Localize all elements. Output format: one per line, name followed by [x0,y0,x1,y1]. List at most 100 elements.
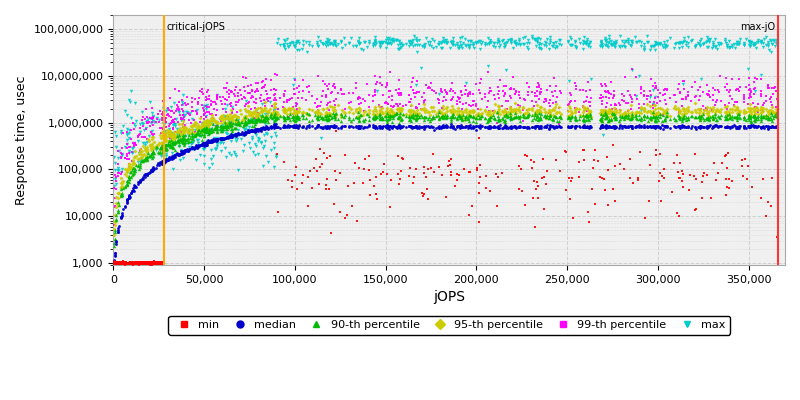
Point [206,111,218,117]
Point [627,180,640,186]
Point [656,44,669,50]
Point [409,94,422,101]
Point [154,108,166,114]
Point [634,85,647,92]
Point [156,140,169,147]
Point [129,140,142,146]
Point [482,116,494,122]
Point [600,125,613,131]
Point [602,108,615,114]
Point [610,114,622,120]
Point [393,113,406,119]
Point [614,123,626,130]
Point [554,124,567,130]
Point [622,108,634,114]
Point [125,190,138,196]
Point [405,39,418,46]
Point [646,108,659,115]
Point [254,125,267,132]
Point [137,259,150,266]
Point [583,123,596,130]
Point [695,113,708,120]
Point [538,112,551,119]
Point [577,113,590,120]
Point [482,109,494,115]
Point [748,108,761,114]
Point [124,99,137,105]
Point [638,105,650,112]
Point [585,75,598,82]
Point [710,117,722,123]
Point [694,108,706,114]
Point [186,94,198,101]
Point [458,36,471,42]
Point [651,86,664,93]
Point [147,114,160,120]
Point [113,260,126,266]
Point [566,175,579,182]
Point [526,105,538,112]
Point [354,95,366,102]
Point [210,112,222,118]
Point [630,110,642,116]
Point [194,142,206,148]
Point [137,175,150,182]
Point [689,124,702,130]
Point [704,195,717,201]
Point [147,260,160,266]
Point [296,124,309,130]
Point [156,115,169,121]
Point [651,41,664,48]
Point [474,46,486,52]
Point [239,114,252,120]
Point [189,132,202,138]
Point [374,41,386,48]
Point [602,33,615,39]
Point [162,138,175,144]
Point [724,115,737,121]
Point [526,88,539,95]
Point [190,111,203,117]
Point [463,112,476,118]
Point [594,110,607,116]
Point [748,116,761,122]
Point [680,106,693,112]
Point [147,259,160,266]
Point [394,41,406,47]
Point [297,76,310,83]
Point [751,105,764,112]
Point [601,154,614,160]
Point [292,115,305,122]
Point [700,39,713,46]
Point [676,118,689,124]
Point [156,139,169,145]
Point [613,109,626,115]
Point [166,139,179,145]
Point [257,113,270,120]
Point [225,123,238,129]
Point [721,123,734,130]
Point [393,76,406,83]
Point [387,38,400,44]
Point [462,124,474,131]
Point [498,124,510,130]
Point [707,124,720,130]
Point [664,116,677,122]
Point [312,34,325,40]
Point [134,260,147,266]
Point [743,82,756,88]
Point [262,108,274,114]
Point [357,124,370,131]
Point [613,125,626,131]
Point [186,127,198,134]
Point [679,117,692,123]
Point [529,112,542,118]
Point [546,116,559,122]
Point [673,113,686,120]
Point [598,111,611,117]
Point [529,109,542,116]
Point [115,183,128,190]
Point [350,123,362,129]
Point [114,180,127,187]
Point [266,112,278,118]
